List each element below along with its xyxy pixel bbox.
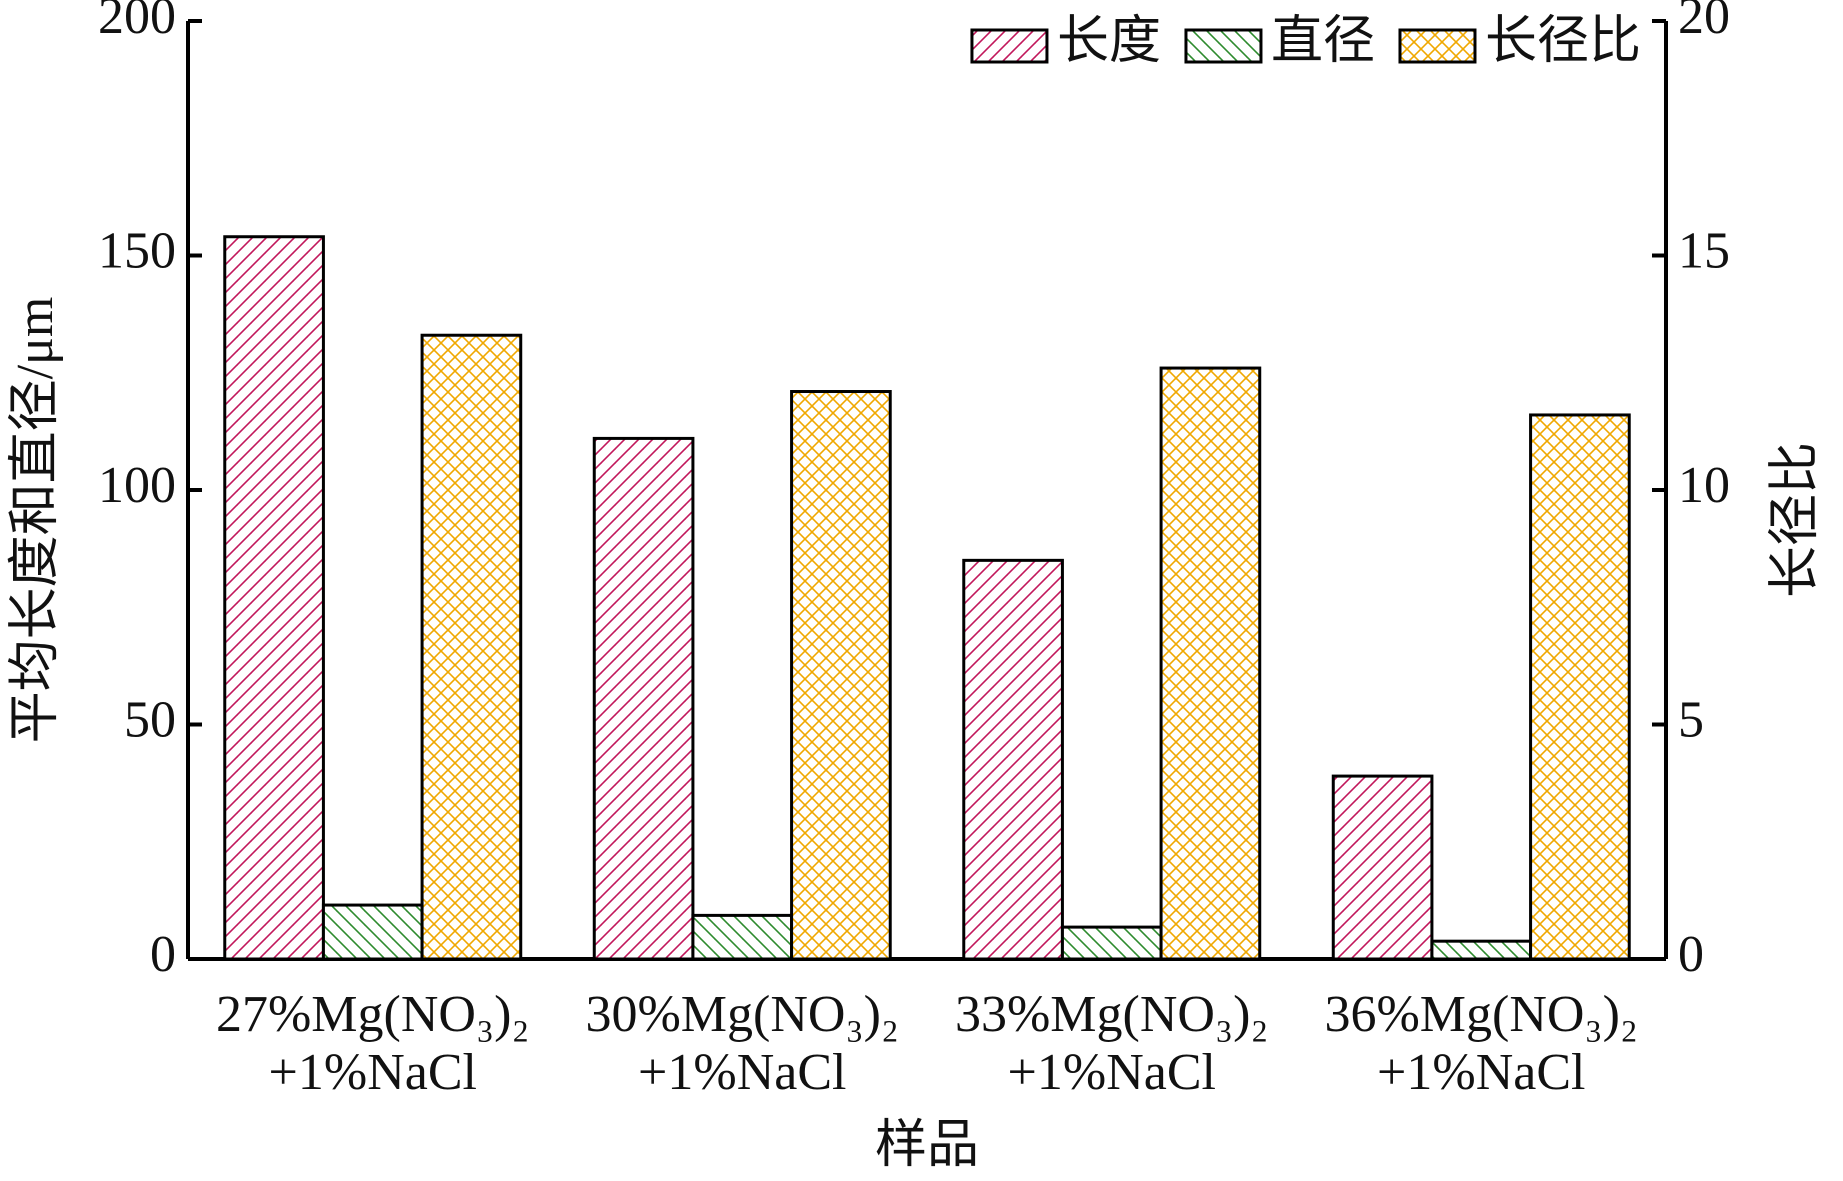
x-tick-label: 36%Mg(NO₃)₂ +1%NaCl (1324, 986, 1638, 1101)
legend-swatch (970, 28, 1049, 64)
y2-tick-label: 10 (1678, 457, 1730, 514)
y-tick-label: 50 (124, 691, 176, 748)
bar (1331, 774, 1434, 961)
legend-label: 长度 (1057, 13, 1161, 70)
y2-tick-label: 5 (1678, 691, 1704, 748)
bar (1529, 413, 1631, 961)
y-tick-label: 100 (98, 457, 176, 514)
bar (691, 913, 794, 961)
y2-tick-label: 15 (1678, 222, 1730, 279)
bar (790, 390, 892, 961)
y2-tick-label: 20 (1678, 0, 1730, 45)
y2-axis-label: 长径比 (1767, 442, 1824, 598)
bar (1159, 366, 1262, 961)
bar (321, 903, 424, 961)
y-tick-label: 0 (150, 926, 176, 983)
x-tick-label: 27%Mg(NO₃)₂ +1%NaCl (216, 986, 530, 1101)
bar (1060, 925, 1163, 961)
bar (1430, 939, 1533, 961)
y-tick-label: 200 (98, 0, 176, 45)
legend-swatch (1184, 28, 1263, 64)
x-axis-label: 样品 (875, 1117, 979, 1174)
legend-swatch (1398, 28, 1477, 64)
x-tick-label: 30%Mg(NO₃)₂ +1%NaCl (585, 986, 899, 1101)
y2-tick-label: 0 (1678, 926, 1704, 983)
bar (420, 333, 523, 961)
legend-label: 直径 (1271, 13, 1375, 70)
y-axis-label: 平均长度和直径/μm (7, 297, 64, 744)
x-tick-label: 33%Mg(NO₃)₂ +1%NaCl (955, 986, 1269, 1101)
legend-label: 长径比 (1485, 13, 1641, 70)
bar (592, 436, 695, 961)
bar (962, 558, 1064, 961)
bar (223, 235, 325, 961)
y-tick-label: 150 (98, 222, 176, 279)
